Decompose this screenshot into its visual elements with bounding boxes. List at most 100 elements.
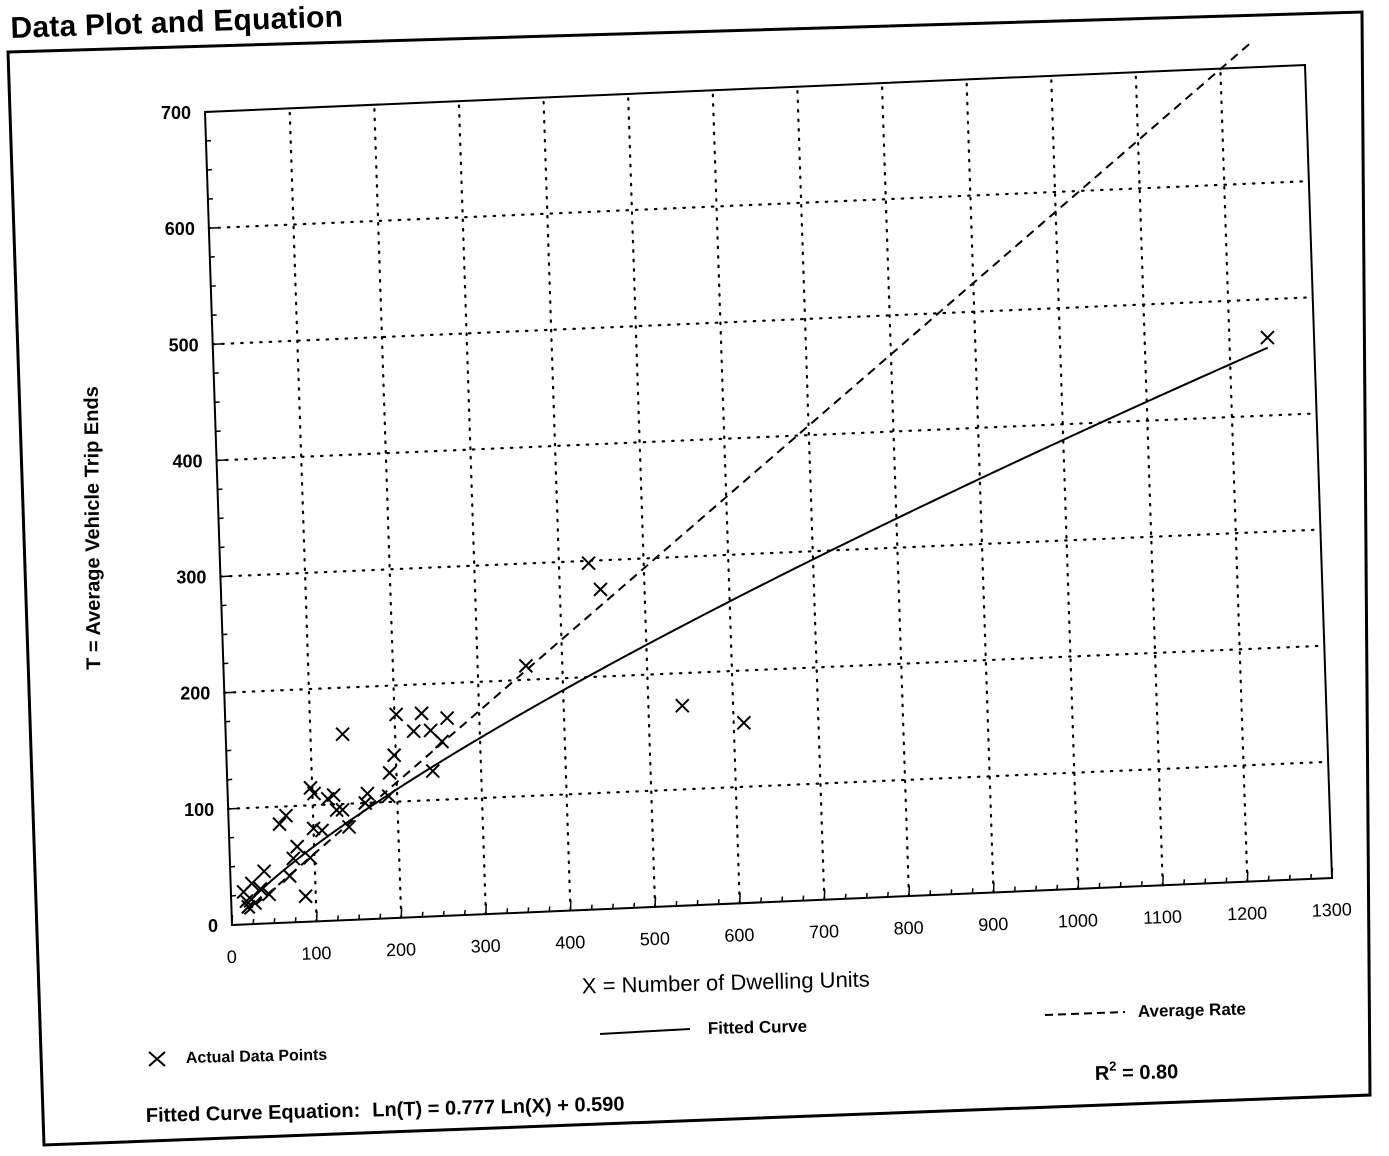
data-point (335, 802, 350, 817)
data-point (675, 698, 690, 713)
data-point (306, 786, 322, 801)
data-point (381, 788, 396, 804)
data-point-stroke (272, 816, 287, 832)
equation-formula: Ln(T) = 0.777 Ln(X) + 0.590 (372, 1093, 625, 1121)
x-gridline (288, 107, 318, 923)
data-point-stroke (518, 658, 534, 674)
y-gridline (223, 644, 1326, 694)
data-point-stroke (382, 765, 397, 781)
data-point (244, 876, 260, 891)
data-point (425, 763, 441, 779)
data-point (298, 889, 313, 904)
x-gridline (1134, 71, 1164, 887)
data-point (593, 582, 608, 597)
data-point-stroke (423, 723, 438, 738)
x-gridline (1219, 67, 1249, 883)
data-point-stroke (306, 786, 322, 801)
data-point-stroke (406, 723, 421, 739)
data-point-stroke (335, 802, 350, 817)
legend-fitted-label: Fitted Curve (708, 1017, 808, 1038)
data-point (434, 734, 450, 749)
legend-average-label: Average Rate (1138, 1000, 1246, 1021)
data-point-stroke (736, 715, 752, 731)
r-squared-exponent: 2 (1109, 1059, 1117, 1074)
x-tick-label: 1000 (1058, 910, 1099, 931)
legend-average-rate: Average Rate (1044, 1000, 1246, 1021)
y-tick-label: 300 (176, 568, 206, 588)
data-point-stroke (282, 868, 297, 884)
r-squared-value: = 0.80 (1116, 1061, 1178, 1084)
fitted-curve-equation: Fitted Curve Equation: Ln(T) = 0.777 Ln(X… (146, 1093, 625, 1127)
data-point (736, 715, 752, 731)
data-point (286, 851, 301, 866)
data-point-stroke (388, 707, 404, 722)
legend-dashed-line-swatch (1044, 1011, 1126, 1016)
x-gridline (626, 92, 657, 909)
data-point-stroke (414, 706, 429, 721)
data-point-stroke (286, 851, 301, 866)
data-point-stroke (329, 802, 344, 818)
y-tick-label: 600 (165, 219, 195, 239)
data-point-stroke (675, 698, 690, 713)
data-point (326, 787, 341, 803)
data-point-stroke (244, 876, 260, 891)
data-point-stroke (434, 734, 450, 749)
data-point (329, 802, 344, 818)
data-point (253, 881, 268, 897)
x-tick-label: 1100 (1143, 907, 1182, 928)
y-axis-label: T = Average Vehicle Trip Ends (81, 386, 105, 670)
data-point (278, 808, 294, 823)
data-point-stroke (253, 881, 268, 897)
y-tick-label: 500 (169, 335, 199, 355)
y-tick-label: 200 (180, 684, 210, 704)
data-point-stroke (425, 763, 441, 779)
data-point (303, 850, 318, 865)
data-point-stroke (306, 821, 321, 836)
data-point (314, 823, 330, 838)
data-point (382, 765, 397, 781)
data-point (406, 723, 421, 739)
average-rate-line (243, 43, 1250, 916)
data-point (414, 706, 429, 721)
y-gridline (207, 180, 1310, 230)
data-point-stroke (289, 839, 305, 854)
y-gridline (215, 412, 1318, 462)
data-point (358, 795, 373, 811)
data-point (518, 658, 534, 674)
data-point-stroke (326, 787, 341, 803)
r-squared-base: R (1095, 1063, 1110, 1085)
y-tick-label: 0 (208, 916, 218, 936)
x-tick-label: 600 (724, 925, 755, 946)
y-gridline (227, 760, 1330, 810)
x-tick-label: 100 (301, 943, 332, 964)
data-point-stroke (303, 780, 318, 796)
y-tick-label: 700 (161, 103, 191, 123)
data-point (282, 868, 297, 884)
data-point-stroke (278, 808, 294, 823)
data-point-stroke (239, 893, 254, 909)
figure-frame (6, 10, 1372, 1147)
data-point-stroke (1260, 330, 1275, 345)
x-gridline (711, 89, 741, 905)
x-tick-label: 300 (470, 936, 501, 957)
x-gridline (457, 100, 487, 916)
legend-x-marker-icon-stroke (148, 1051, 166, 1067)
x-tick-label: 500 (640, 928, 671, 949)
x-gridline (796, 85, 826, 901)
data-point (581, 555, 596, 571)
x-gridline (1050, 74, 1080, 890)
data-point (261, 887, 277, 902)
data-point (247, 895, 263, 911)
data-point-stroke (261, 887, 277, 902)
x-gridline (542, 96, 572, 912)
x-tick-label: 1200 (1227, 903, 1268, 924)
data-point-stroke (593, 582, 608, 597)
data-point-stroke (298, 889, 313, 904)
data-point (272, 816, 287, 832)
data-point-stroke (341, 819, 357, 835)
x-tick-label: 900 (978, 914, 1009, 935)
x-tick-label: 800 (893, 918, 924, 939)
data-point (423, 723, 438, 738)
data-point (388, 707, 404, 722)
